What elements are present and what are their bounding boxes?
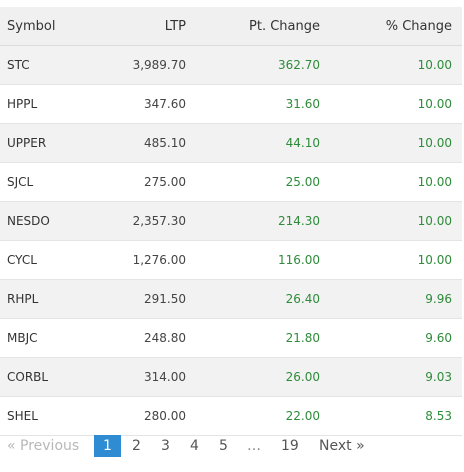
- previous-page-link[interactable]: « Previous: [7, 438, 80, 454]
- table-row[interactable]: STC 3,989.70 362.70 10.00: [0, 45, 462, 85]
- pt-change-cell: 25.00: [196, 162, 330, 202]
- column-header-symbol[interactable]: Symbol: [0, 7, 130, 46]
- pct-change-cell: 10.00: [330, 240, 462, 280]
- table-row[interactable]: UPPER 485.10 44.10 10.00: [0, 123, 462, 163]
- table-row[interactable]: SHEL 280.00 22.00 8.53: [0, 396, 462, 436]
- pct-change-cell: 8.53: [330, 396, 462, 436]
- pt-change-cell: 116.00: [196, 240, 330, 280]
- ltp-cell: 3,989.70: [130, 45, 196, 85]
- symbol-cell[interactable]: HPPL: [0, 84, 130, 124]
- table-header: Symbol LTP Pt. Change % Change: [0, 7, 462, 46]
- table-row[interactable]: CORBL 314.00 26.00 9.03: [0, 357, 462, 397]
- table-row[interactable]: MBJC 248.80 21.80 9.60: [0, 318, 462, 358]
- ltp-cell: 1,276.00: [130, 240, 196, 280]
- pt-change-cell: 362.70: [196, 45, 330, 85]
- table-row[interactable]: RHPL 291.50 26.40 9.96: [0, 279, 462, 319]
- pagination-ellipsis: …: [247, 438, 261, 454]
- column-header-ltp[interactable]: LTP: [130, 7, 196, 46]
- symbol-cell[interactable]: MBJC: [0, 318, 130, 358]
- pt-change-cell: 26.00: [196, 357, 330, 397]
- ltp-cell: 314.00: [130, 357, 196, 397]
- pct-change-cell: 9.03: [330, 357, 462, 397]
- pct-change-cell: 10.00: [330, 84, 462, 124]
- page-link-5[interactable]: 5: [219, 438, 228, 454]
- symbol-cell[interactable]: RHPL: [0, 279, 130, 319]
- table-row[interactable]: SJCL 275.00 25.00 10.00: [0, 162, 462, 202]
- pct-change-cell: 10.00: [330, 45, 462, 85]
- pct-change-cell: 9.60: [330, 318, 462, 358]
- page-link-3[interactable]: 3: [161, 438, 170, 454]
- ltp-cell: 248.80: [130, 318, 196, 358]
- table-row[interactable]: HPPL 347.60 31.60 10.00: [0, 84, 462, 124]
- symbol-cell[interactable]: STC: [0, 45, 130, 85]
- pt-change-cell: 214.30: [196, 201, 330, 241]
- column-header-pct-change[interactable]: % Change: [330, 7, 462, 46]
- symbol-cell[interactable]: CYCL: [0, 240, 130, 280]
- ltp-cell: 275.00: [130, 162, 196, 202]
- pt-change-cell: 44.10: [196, 123, 330, 163]
- pt-change-cell: 22.00: [196, 396, 330, 436]
- table-row[interactable]: CYCL 1,276.00 116.00 10.00: [0, 240, 462, 280]
- page-link-19[interactable]: 19: [281, 438, 299, 454]
- pct-change-cell: 10.00: [330, 162, 462, 202]
- page-link-4[interactable]: 4: [190, 438, 199, 454]
- pct-change-cell: 10.00: [330, 123, 462, 163]
- page-link-2[interactable]: 2: [132, 438, 141, 454]
- pt-change-cell: 31.60: [196, 84, 330, 124]
- symbol-cell[interactable]: NESDO: [0, 201, 130, 241]
- symbol-cell[interactable]: SJCL: [0, 162, 130, 202]
- next-page-link[interactable]: Next »: [319, 438, 365, 454]
- symbol-cell[interactable]: CORBL: [0, 357, 130, 397]
- pt-change-cell: 21.80: [196, 318, 330, 358]
- pct-change-cell: 9.96: [330, 279, 462, 319]
- header-row: Symbol LTP Pt. Change % Change: [0, 7, 462, 46]
- stock-table: Symbol LTP Pt. Change % Change STC 3,989…: [0, 7, 462, 436]
- pt-change-cell: 26.40: [196, 279, 330, 319]
- table-row[interactable]: NESDO 2,357.30 214.30 10.00: [0, 201, 462, 241]
- page-link-1-current[interactable]: 1: [94, 435, 121, 457]
- ltp-cell: 280.00: [130, 396, 196, 436]
- ltp-cell: 2,357.30: [130, 201, 196, 241]
- symbol-cell[interactable]: UPPER: [0, 123, 130, 163]
- column-header-pt-change[interactable]: Pt. Change: [196, 7, 330, 46]
- table-body: STC 3,989.70 362.70 10.00 HPPL 347.60 31…: [0, 45, 462, 436]
- ltp-cell: 291.50: [130, 279, 196, 319]
- pagination: « Previous 1 2 3 4 5 … 19 Next »: [0, 434, 464, 458]
- symbol-cell[interactable]: SHEL: [0, 396, 130, 436]
- ltp-cell: 347.60: [130, 84, 196, 124]
- ltp-cell: 485.10: [130, 123, 196, 163]
- pct-change-cell: 10.00: [330, 201, 462, 241]
